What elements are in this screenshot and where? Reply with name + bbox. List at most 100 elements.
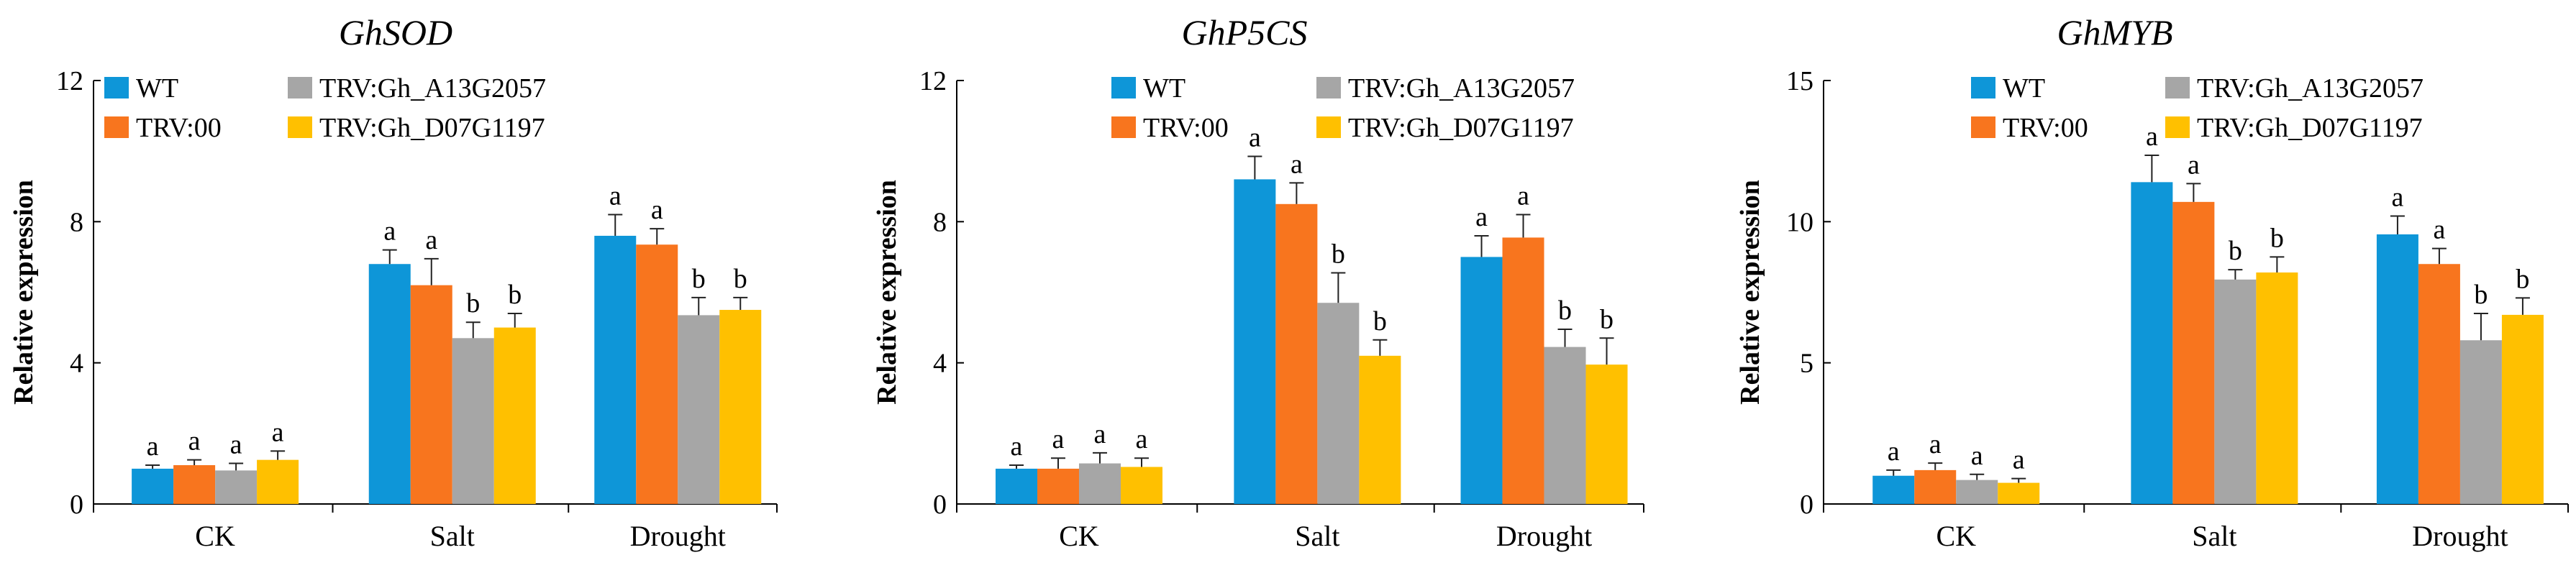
y-tick-label: 12 bbox=[56, 66, 83, 96]
bar bbox=[1460, 257, 1503, 504]
significance-label: a bbox=[1052, 424, 1065, 454]
x-tick-label: Drought bbox=[1496, 520, 1592, 552]
y-tick-label: 4 bbox=[933, 349, 947, 379]
significance-label: a bbox=[2146, 122, 2158, 152]
legend-swatch bbox=[104, 116, 129, 138]
bar bbox=[1872, 475, 1915, 504]
y-tick-label: 0 bbox=[933, 490, 947, 520]
bar bbox=[1956, 480, 1998, 504]
bar bbox=[995, 468, 1037, 504]
significance-label: a bbox=[272, 417, 284, 447]
chart-panel-2: GhMYB Relative expression 0 5 10 15 CK Salt Drou… bbox=[1735, 12, 2569, 552]
bar bbox=[1585, 365, 1628, 504]
bar bbox=[2172, 201, 2215, 504]
bar bbox=[1234, 179, 1276, 504]
significance-label: b bbox=[1600, 304, 1614, 334]
significance-label: a bbox=[1011, 431, 1023, 462]
legend-swatch bbox=[1316, 77, 1341, 98]
bar bbox=[2131, 182, 2173, 505]
x-tick-label: Salt bbox=[430, 520, 475, 552]
bar bbox=[678, 315, 720, 504]
significance-label: a bbox=[2391, 182, 2403, 212]
legend-label: WT bbox=[2003, 73, 2045, 104]
legend-label: TRV:Gh_A13G2057 bbox=[2197, 73, 2423, 104]
y-tick-label: 12 bbox=[919, 66, 947, 96]
legend-label: TRV:00 bbox=[136, 113, 222, 143]
significance-label: b bbox=[1332, 239, 1345, 270]
significance-label: a bbox=[1929, 429, 1942, 459]
bar bbox=[1359, 355, 1401, 504]
bar bbox=[594, 235, 637, 504]
x-tick-label: CK bbox=[1059, 520, 1099, 552]
bar bbox=[2501, 314, 2544, 504]
bar bbox=[452, 338, 494, 504]
legend-swatch bbox=[288, 77, 312, 98]
significance-label: b bbox=[1373, 306, 1387, 336]
significance-label: a bbox=[188, 426, 201, 457]
legend-swatch bbox=[1111, 77, 1136, 98]
x-tick-label: CK bbox=[1936, 520, 1976, 552]
significance-label: b bbox=[692, 264, 706, 294]
y-tick-label: 0 bbox=[1800, 490, 1813, 520]
legend-label: TRV:Gh_D07G1197 bbox=[1348, 113, 1574, 143]
bar bbox=[2376, 234, 2418, 504]
significance-label: a bbox=[1291, 149, 1303, 179]
x-tick-label: CK bbox=[195, 520, 235, 552]
y-tick-label: 10 bbox=[1786, 207, 1813, 237]
significance-label: a bbox=[383, 216, 396, 247]
significance-label: a bbox=[2433, 215, 2445, 245]
bar bbox=[257, 459, 299, 504]
bar bbox=[173, 465, 216, 504]
significance-label: a bbox=[2188, 150, 2200, 180]
bar bbox=[1914, 469, 1957, 504]
x-tick-label: Salt bbox=[1295, 520, 1339, 552]
legend-swatch bbox=[1971, 116, 1995, 138]
significance-label: a bbox=[609, 181, 622, 211]
significance-label: b bbox=[2270, 223, 2284, 253]
significance-label: a bbox=[1094, 419, 1106, 449]
y-tick-label: 0 bbox=[70, 490, 83, 520]
y-axis-label: Relative expression bbox=[872, 180, 902, 405]
y-tick-label: 5 bbox=[1800, 349, 1813, 379]
significance-label: b bbox=[466, 288, 480, 318]
significance-label: b bbox=[1558, 295, 1572, 326]
bar bbox=[1502, 237, 1544, 504]
chart-title: GhP5CS bbox=[1182, 12, 1308, 52]
significance-label: a bbox=[1249, 123, 1261, 153]
bar bbox=[1998, 482, 2040, 504]
x-tick-label: Drought bbox=[630, 520, 726, 552]
bar bbox=[215, 470, 258, 504]
significance-label: a bbox=[1475, 202, 1488, 232]
chart-panel-0: GhSOD Relative expression 0 4 8 12 CK Salt Droug… bbox=[9, 12, 778, 552]
significance-label: b bbox=[2229, 236, 2242, 266]
legend-swatch bbox=[2165, 77, 2190, 98]
bar bbox=[2418, 264, 2460, 504]
bar bbox=[1544, 347, 1586, 504]
chart-panel-1: GhP5CS Relative expression 0 4 8 12 CK Salt Drou… bbox=[872, 12, 1644, 552]
significance-label: a bbox=[2013, 445, 2025, 475]
legend-label: WT bbox=[136, 73, 178, 104]
y-tick-label: 15 bbox=[1786, 66, 1813, 96]
bar bbox=[368, 264, 411, 504]
legend-label: WT bbox=[1143, 73, 1185, 104]
bar bbox=[493, 327, 536, 504]
significance-label: b bbox=[2474, 280, 2488, 310]
legend-label: TRV:Gh_A13G2057 bbox=[1348, 73, 1575, 104]
legend-label: TRV:Gh_A13G2057 bbox=[319, 73, 546, 104]
y-axis-label: Relative expression bbox=[1735, 180, 1765, 405]
x-tick-label: Drought bbox=[2412, 520, 2508, 552]
significance-label: a bbox=[1136, 424, 1148, 454]
significance-label: a bbox=[425, 225, 437, 255]
bar bbox=[719, 310, 762, 504]
bar bbox=[1037, 468, 1079, 504]
legend-swatch bbox=[1971, 77, 1995, 98]
legend-label: TRV:00 bbox=[2003, 113, 2088, 143]
legend-swatch bbox=[1111, 116, 1136, 138]
significance-label: a bbox=[651, 195, 663, 225]
y-axis-label: Relative expression bbox=[9, 180, 39, 405]
x-tick-label: Salt bbox=[2192, 520, 2236, 552]
legend-label: TRV:00 bbox=[1143, 113, 1229, 143]
bar bbox=[132, 468, 174, 504]
bar bbox=[1120, 467, 1162, 504]
